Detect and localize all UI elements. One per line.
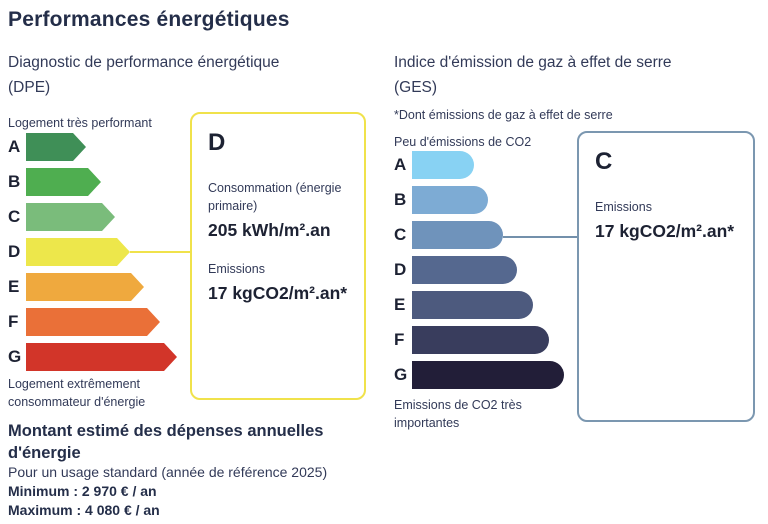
dpe-consumption-label: Consommation (énergie primaire) [208, 181, 342, 214]
dpe-scale-bar-a [26, 133, 86, 161]
ges-scale-row-f: F [394, 326, 564, 354]
ges-scale-top-label: Peu d'émissions de CO2 [394, 135, 532, 149]
dpe-scale-row-c: C [8, 203, 177, 231]
ges-scale-bar-a [412, 151, 474, 179]
ges-heading-line2: (GES) [394, 78, 438, 96]
dpe-scale-top-label: Logement très performant [8, 116, 152, 130]
ges-footnote: *Dont émissions de gaz à effet de serre [394, 108, 613, 122]
dpe-scale-row-a: A [8, 133, 177, 161]
ges-scale-bar-d [412, 256, 517, 284]
ges-scale-row-a: A [394, 151, 564, 179]
ges-scale-bottom-label: Emissions de CO2 très importantes [394, 398, 522, 431]
costs-subheading: Pour un usage standard (année de référen… [8, 464, 328, 480]
dpe-scale-letter-b: B [8, 172, 21, 191]
ges-selected-grade: C [595, 148, 613, 175]
dpe-scale-letter-d: D [8, 242, 21, 261]
ges-scale-row-g: G [394, 361, 564, 389]
ges-grade-connector-line [503, 236, 577, 238]
ges-scale-letter-a: A [394, 155, 407, 174]
dpe-consumption-value: 205 kWh/m².an [208, 220, 331, 241]
dpe-emissions-value: 17 kgCO2/m².an* [208, 283, 348, 304]
dpe-scale-bar-g [26, 343, 177, 371]
ges-scale-bar-b [412, 186, 488, 214]
ges-emissions-label: Emissions [595, 200, 652, 214]
dpe-scale-row-g: G [8, 343, 177, 371]
ges-scale-letter-d: D [394, 260, 407, 279]
dpe-scale-bar-b [26, 168, 101, 196]
ges-scale-bar-c [412, 221, 503, 249]
dpe-scale-letter-g: G [8, 347, 22, 366]
ges-scale-row-e: E [394, 291, 564, 319]
dpe-scale-bar-c [26, 203, 115, 231]
ges-scale-row-b: B [394, 186, 564, 214]
dpe-scale-bar-f [26, 308, 160, 336]
dpe-scale-letter-a: A [8, 137, 21, 156]
page-title: Performances énergétiques [8, 8, 290, 31]
costs-heading: Montant estimé des dépenses annuelles d'… [8, 420, 323, 465]
dpe-grade-connector-line [130, 251, 190, 253]
dpe-selected-grade: D [208, 129, 226, 156]
ges-scale-bar-f [412, 326, 549, 354]
ges-scale-letter-g: G [394, 365, 408, 384]
dpe-scale-bar-e [26, 273, 144, 301]
ges-result-callout: C Emissions 17 kgCO2/m².an* [577, 131, 755, 422]
ges-section-heading: Indice d'émission de gaz à effet de serr… [394, 51, 672, 101]
dpe-scale-row-b: B [8, 168, 177, 196]
ges-scale-letter-f: F [394, 330, 405, 349]
dpe-emissions-label: Emissions [208, 262, 265, 277]
dpe-section-heading: Diagnostic de performance énergétique (D… [8, 51, 279, 101]
dpe-scale-letter-e: E [8, 277, 20, 296]
dpe-scale-row-e: E [8, 273, 177, 301]
dpe-heading-line1: Diagnostic de performance énergétique [8, 54, 280, 71]
ges-scale-row-d: D [394, 256, 564, 284]
costs-maximum: Maximum : 4 080 € / an [8, 502, 160, 518]
costs-minimum: Minimum : 2 970 € / an [8, 483, 157, 499]
ges-emissions-value: 17 kgCO2/m².an* [595, 221, 735, 242]
ges-scale-row-c: C [394, 221, 564, 249]
dpe-scale-row-f: F [8, 308, 177, 336]
dpe-result-callout: D Consommation (énergie primaire) 205 kW… [190, 112, 366, 400]
dpe-heading-line2: (DPE) [8, 78, 51, 96]
ges-heading-line1: Indice d'émission de gaz à effet de serr… [394, 54, 672, 71]
dpe-scale-letter-c: C [8, 207, 21, 226]
ges-scale-bar-g [412, 361, 564, 389]
ges-scale-bar-e [412, 291, 533, 319]
ges-scale-letter-e: E [394, 295, 406, 314]
ges-scale-letter-c: C [394, 225, 407, 244]
dpe-scale-letter-f: F [8, 312, 19, 331]
dpe-scale-row-d: D [8, 238, 177, 266]
costs-heading-line1: Montant estimé des dépenses annuelles [8, 422, 324, 440]
dpe-scale-bottom-label: Logement extrêmement consommateur d'éner… [8, 377, 146, 410]
ges-scale-letter-b: B [394, 190, 407, 209]
costs-heading-line2: d'énergie [8, 444, 81, 463]
dpe-scale-bar-d [26, 238, 130, 266]
